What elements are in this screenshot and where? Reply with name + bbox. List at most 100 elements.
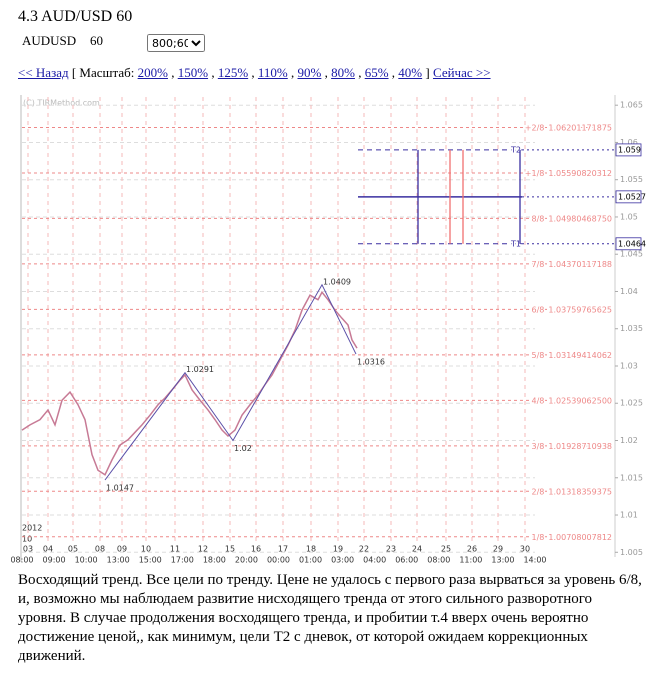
x-tick-label: 29 <box>493 545 503 554</box>
x-tick-label: 26 <box>467 545 477 554</box>
level-value: 1.01928710938 <box>548 441 612 450</box>
time-label: 08:00 <box>427 556 450 565</box>
level-value: 1.04370117188 <box>548 259 612 268</box>
y-tick-label: 1.02 <box>620 436 638 445</box>
level-value: 1.04980468750 <box>548 214 612 223</box>
x-tick-label: 23 <box>386 545 396 554</box>
target-name: T1 <box>510 239 521 248</box>
level-label: +2/8 1.06201171875 <box>525 123 612 132</box>
time-label: 00:00 <box>267 556 290 565</box>
time-label: 14:00 <box>523 556 546 565</box>
period: 60 <box>90 33 103 48</box>
level-name: 4/8 <box>532 396 545 405</box>
time-label: 13:00 <box>107 556 130 565</box>
time-label: 17:00 <box>171 556 194 565</box>
y-tick-label: 1.045 <box>620 250 643 259</box>
target-box <box>615 190 642 204</box>
forward-link[interactable]: Сейчас >> <box>432 65 491 80</box>
level-value: 1.02539062500 <box>548 396 612 405</box>
scale-open: [ Масштаб: <box>71 65 135 80</box>
level-value: 1.03149414062 <box>548 350 612 359</box>
y-tick-label: 1.01 <box>620 511 638 520</box>
x-tick-label: 04 <box>43 545 53 554</box>
level-name: 1/8 <box>532 532 545 541</box>
level-label: 5/8 1.03149414062 <box>532 350 613 359</box>
target-value: 1.059 <box>618 145 641 154</box>
separator: , <box>324 65 328 80</box>
x-tick-label: 16 <box>251 545 261 554</box>
x-tick-label: 03 <box>23 545 33 554</box>
level-name: +2/8 <box>525 123 545 132</box>
x-tick-label: 05 <box>68 545 78 554</box>
time-label: 13:00 <box>491 556 514 565</box>
price-line <box>21 290 358 476</box>
x-tick-label: 08 <box>95 545 105 554</box>
time-label: 01:00 <box>299 556 322 565</box>
scale-link[interactable]: 200% <box>137 65 168 80</box>
time-label: 10:00 <box>75 556 98 565</box>
x-tick-label: 18 <box>306 545 316 554</box>
year-label: 2012 <box>22 524 42 533</box>
zigzag-label: 1.0316 <box>357 358 385 367</box>
month-label: 10 <box>22 535 32 544</box>
scale-link[interactable]: 125% <box>217 65 249 80</box>
zigzag-line <box>104 283 357 481</box>
y-tick-label: 1.05 <box>620 212 638 221</box>
y-tick-label: 1.06 <box>620 138 638 147</box>
time-label: 04:00 <box>363 556 386 565</box>
target-name: T2 <box>510 145 521 154</box>
size-select[interactable]: 800;600 <box>147 34 205 52</box>
watermark: (C) TIRMethod.com <box>23 99 100 108</box>
level-label: +1/8 1.05590820312 <box>525 168 612 177</box>
scale-close: ] <box>425 65 430 80</box>
time-label: 03:00 <box>331 556 354 565</box>
separator: , <box>251 65 255 80</box>
y-tick-label: 1.03 <box>620 361 638 370</box>
scale-link[interactable]: 80% <box>331 65 355 80</box>
y-tick-label: 1.025 <box>620 399 643 408</box>
separator: , <box>171 65 175 80</box>
level-name: 5/8 <box>532 350 545 359</box>
zigzag-label: 1.0409 <box>323 277 351 286</box>
scale-link[interactable]: 110% <box>257 65 288 80</box>
scale-link[interactable]: 65% <box>364 65 389 80</box>
target-value: 1.0527 <box>618 192 646 201</box>
x-tick-label: 15 <box>225 545 235 554</box>
zigzag-label: 1.0291 <box>186 365 214 374</box>
back-link[interactable]: << Назад <box>18 65 69 80</box>
level-value: 1.05590820312 <box>548 168 612 177</box>
y-tick-label: 1.035 <box>620 324 643 333</box>
level-label: 6/8 1.03759765625 <box>532 305 613 314</box>
zigzag-label: 1.0147 <box>106 483 134 492</box>
level-name: 6/8 <box>532 305 545 314</box>
x-tick-label: 10 <box>141 545 151 554</box>
level-value: 1.01318359375 <box>548 487 612 496</box>
level-label: 4/8 1.02539062500 <box>532 396 613 405</box>
level-label: 2/8 1.01318359375 <box>532 487 613 496</box>
level-label: 8/8 1.04980468750 <box>532 214 613 223</box>
target-value: 1.0464 <box>618 239 646 248</box>
x-tick-label: 09 <box>117 545 127 554</box>
x-tick-label: 24 <box>412 545 422 554</box>
separator: , <box>291 65 295 80</box>
x-tick-label: 12 <box>198 545 208 554</box>
level-label: 1/8 1.00708007812 <box>532 532 613 541</box>
level-name: +1/8 <box>525 168 545 177</box>
time-label: 06:00 <box>395 556 418 565</box>
level-label: 3/8 1.01928710938 <box>532 441 613 450</box>
level-value: 1.06201171875 <box>548 123 612 132</box>
time-label: 18:00 <box>203 556 226 565</box>
time-label: 08:00 <box>10 556 33 565</box>
scale-link[interactable]: 40% <box>398 65 423 80</box>
separator: , <box>358 65 362 80</box>
nav-bar: << Назад [ Масштаб: 200% , 150% , 125% ,… <box>18 65 491 81</box>
x-tick-label: 25 <box>441 545 451 554</box>
target-box <box>615 143 642 157</box>
scale-link[interactable]: 150% <box>177 65 209 80</box>
scale-link[interactable]: 90% <box>297 65 322 80</box>
y-tick-label: 1.015 <box>620 473 643 482</box>
chart: (C) TIRMethod.com 1.005 1.01 1.015 1.02 1.02… <box>10 95 646 565</box>
level-label: 7/8 1.04370117188 <box>532 259 613 268</box>
level-value: 1.00708007812 <box>548 532 612 541</box>
